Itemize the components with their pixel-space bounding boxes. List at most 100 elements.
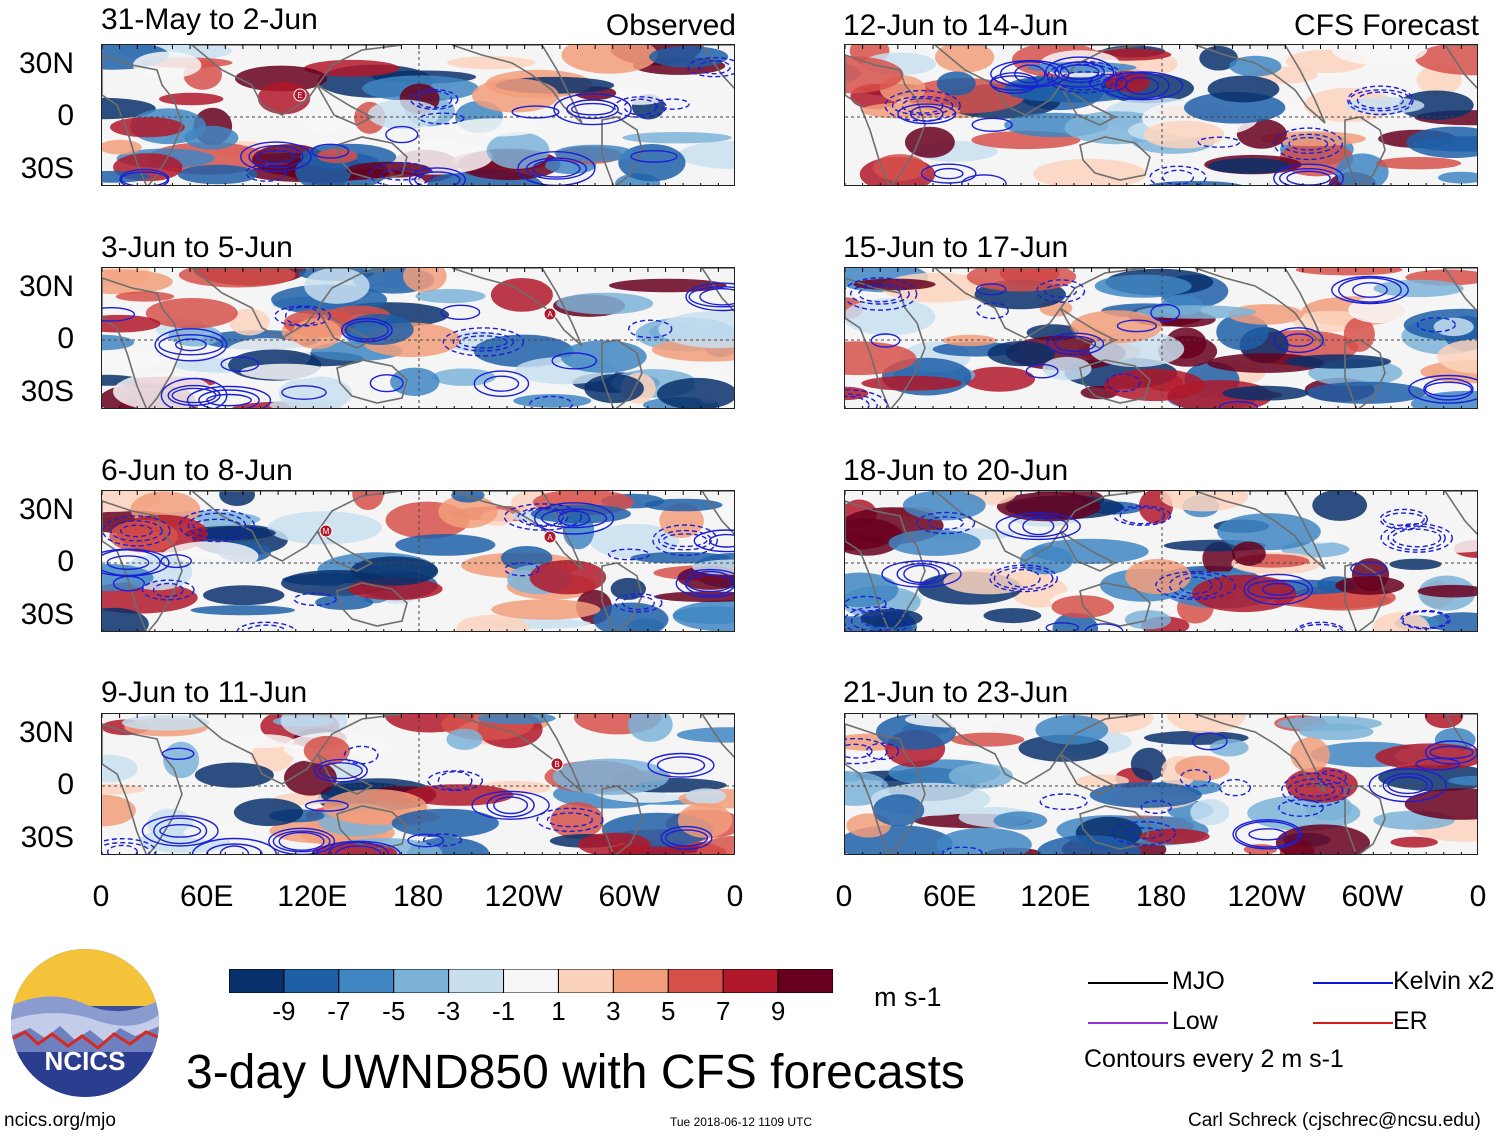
coastline [336,136,408,181]
kelvin-contour [311,143,350,159]
kelvin-contour [1288,136,1329,151]
kelvin-contour [1415,757,1461,771]
kelvin-contour [1387,525,1446,551]
colorbar-tick-label: -1 [491,996,516,1026]
storm-marker: B [550,757,564,771]
wind-anomaly-blob [1207,75,1280,103]
kelvin-contour [206,393,252,407]
kelvin-contour [1287,778,1344,802]
coastline [190,268,403,339]
kelvin-contour [1382,772,1433,798]
coastline [1344,785,1386,854]
kelvin-contour [161,747,195,760]
wind-anomaly-blob [845,341,917,376]
wind-anomaly-blob [845,572,899,608]
kelvin-contour [521,508,565,527]
footer-url[interactable]: ncics.org/mjo [4,1110,116,1131]
wind-anomaly-blob [1035,715,1109,745]
kelvin-contour [1178,576,1213,595]
lon-tick-label: 180 [1135,880,1187,913]
wind-anomaly-blob [672,606,734,625]
legend-label-low: Low [1172,1007,1218,1035]
coastline [1344,562,1386,631]
legend-line-er [1313,1022,1393,1024]
kelvin-contour [1084,623,1124,631]
wind-anomaly-blob [395,534,496,556]
wind-anomaly-blob [963,366,1035,392]
kelvin-contour [440,304,481,320]
wind-anomaly-blob [449,118,542,137]
kelvin-contour [1424,381,1473,398]
wind-anomaly-blob [630,552,731,564]
map-svg: A [102,268,734,408]
wind-anomaly-blob [219,491,255,506]
kelvin-contour [248,144,304,169]
coastline [1194,714,1326,793]
kelvin-contour [662,533,708,548]
coastline [933,714,1146,785]
wind-anomaly-blob [1424,714,1464,729]
coastline [845,723,926,854]
kelvin-contour [845,595,887,612]
kelvin-contour [102,515,171,547]
kelvin-contour [1232,819,1303,850]
kelvin-contour [1424,740,1477,765]
wind-anomaly-blob [280,714,348,738]
wind-anomaly-blob [491,599,601,620]
lon-tick-label: 60W [598,880,661,913]
wind-anomaly-blob [943,568,1032,595]
kelvin-contour [1295,783,1336,797]
wind-anomaly-blob [936,71,976,96]
wind-anomaly-blob [228,734,295,749]
kelvin-contour [369,374,404,393]
coastline [601,339,643,408]
kelvin-contour [993,566,1054,590]
kelvin-contour [437,770,473,791]
kelvin-contour [1352,282,1388,298]
kelvin-contour [1006,568,1041,588]
kelvin-contour [278,831,325,851]
kelvin-contour [1338,277,1402,303]
kelvin-contour [313,758,368,783]
kelvin-contour [1400,609,1451,630]
wind-anomaly-blob [316,148,358,164]
kelvin-contour [1044,284,1078,298]
kelvin-contour [1368,768,1447,803]
storm-marker: M [319,524,333,538]
svg-text:M: M [323,527,330,536]
colorbar-tick-label: -3 [437,996,461,1026]
kelvin-contour [684,570,734,596]
kelvin-contour [220,356,260,372]
kelvin-contour [845,737,888,765]
colorbar-swatch [393,968,450,994]
lon-tick-label: 120W [1227,880,1306,913]
lon-tick-label: 0 [92,880,110,913]
colorbar-swatch [228,968,285,994]
kelvin-contour [110,520,163,542]
kelvin-contour [119,168,170,185]
colorbar-tick-label: 1 [551,996,566,1026]
wind-anomaly-blob [240,363,331,380]
svg-text:A: A [547,310,553,319]
kelvin-contour [1101,71,1184,101]
kelvin-contour [1350,561,1388,576]
wind-anomaly-blob [552,758,670,795]
wind-anomaly-blob [1389,558,1442,570]
wind-anomaly-blob [233,798,304,827]
kelvin-contour [896,562,947,585]
coastline [933,491,1146,562]
kelvin-contour [1168,572,1223,599]
wind-anomaly-blob [1404,788,1477,820]
kelvin-contour [1025,363,1059,379]
kelvin-contour [272,830,331,853]
kelvin-contour [845,389,888,408]
kelvin-contour [120,524,153,538]
wind-anomaly-blob [304,59,400,77]
kelvin-contour [1279,168,1339,185]
kelvin-contour [344,320,389,340]
wind-anomaly-blob [966,268,1077,292]
wind-anomaly-blob [888,529,981,556]
kelvin-contour [106,555,150,571]
wind-anomaly-blob [659,503,704,538]
kelvin-contour [315,840,401,854]
